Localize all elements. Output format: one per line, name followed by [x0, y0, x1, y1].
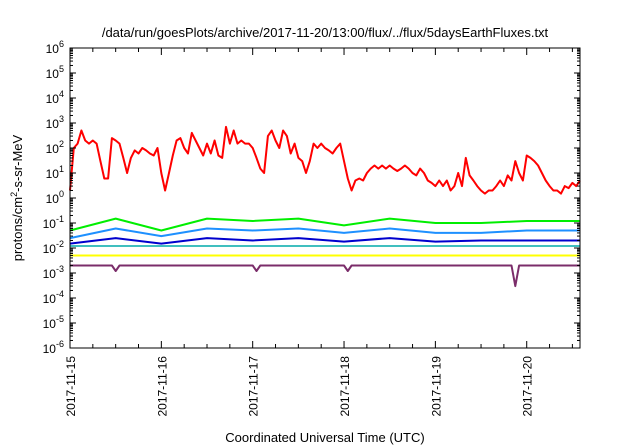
- y-axis: 10-610-510-410-310-210-11001011021031041…: [43, 39, 580, 356]
- y-tick-exponent: -2: [56, 239, 64, 249]
- y-tick-exponent: 4: [59, 89, 64, 99]
- y-tick-label: 10-4: [43, 289, 64, 306]
- x-tick-label: 2017-11-20: [521, 356, 535, 417]
- y-tick-base: 10: [46, 117, 60, 131]
- y-tick-base: 10: [43, 292, 57, 306]
- y-tick-label: 101: [46, 164, 64, 181]
- y-tick-label: 104: [46, 89, 64, 106]
- y-tick-base: 10: [43, 217, 57, 231]
- y-tick-base: 10: [46, 167, 60, 181]
- series-layer: [69, 125, 581, 288]
- y-tick-exponent: -3: [56, 264, 64, 274]
- plot-frame: [69, 47, 581, 349]
- series-line: [69, 237, 580, 245]
- series-line: [69, 217, 580, 232]
- x-tick-label: 2017-11-19: [429, 356, 443, 417]
- y-tick-exponent: 1: [59, 164, 64, 174]
- y-tick-exponent: -4: [56, 289, 64, 299]
- y-axis-label-base: protons/cm: [10, 197, 25, 261]
- y-axis-label-units: -s-sr-MeV: [10, 134, 25, 191]
- y-tick-base: 10: [43, 242, 57, 256]
- x-tick-label: 2017-11-16: [155, 356, 169, 417]
- y-tick-label: 100: [46, 189, 64, 206]
- y-tick-label: 10-2: [43, 239, 64, 256]
- y-tick-exponent: -6: [56, 339, 64, 349]
- y-tick-base: 10: [46, 67, 60, 81]
- x-tick-label: 2017-11-17: [247, 356, 261, 417]
- y-tick-exponent: -1: [56, 214, 64, 224]
- x-tick-label: 2017-11-18: [338, 356, 352, 417]
- y-tick-exponent: 2: [59, 139, 64, 149]
- x-axis: 2017-11-15 2017-11-16 2017-11-17 2017-11-18…: [64, 48, 573, 417]
- y-tick-label: 10-3: [43, 264, 64, 281]
- y-axis-label-exponent: 2: [9, 192, 19, 197]
- series-line: [70, 264, 580, 288]
- y-tick-label: 105: [46, 64, 64, 81]
- y-tick-label: 10-1: [43, 214, 64, 231]
- y-tick-label: 10-5: [43, 314, 64, 331]
- y-tick-exponent: 3: [59, 114, 64, 124]
- y-tick-base: 10: [46, 42, 60, 56]
- y-tick-base: 10: [46, 142, 60, 156]
- y-tick-exponent: 5: [59, 64, 64, 74]
- y-tick-label: 103: [46, 114, 64, 131]
- y-tick-base: 10: [43, 342, 57, 356]
- y-tick-label: 102: [46, 139, 64, 156]
- y-tick-base: 10: [43, 317, 57, 331]
- y-tick-exponent: 0: [59, 189, 64, 199]
- series-line: [69, 227, 580, 240]
- y-tick-label: 10-6: [43, 339, 64, 356]
- y-tick-base: 10: [43, 267, 57, 281]
- x-tick-label: 2017-11-15: [64, 356, 78, 417]
- y-tick-base: 10: [46, 192, 60, 206]
- chart-title: /data/run/goesPlots/archive/2017-11-20/1…: [102, 25, 549, 40]
- y-tick-label: 106: [46, 39, 64, 56]
- y-tick-base: 10: [46, 92, 60, 106]
- x-axis-label: Coordinated Universal Time (UTC): [225, 430, 424, 445]
- y-tick-exponent: 6: [59, 39, 64, 49]
- series-line: [69, 125, 581, 195]
- y-tick-exponent: -5: [56, 314, 64, 324]
- y-axis-label: protons/cm2-s-sr-MeV: [9, 134, 25, 261]
